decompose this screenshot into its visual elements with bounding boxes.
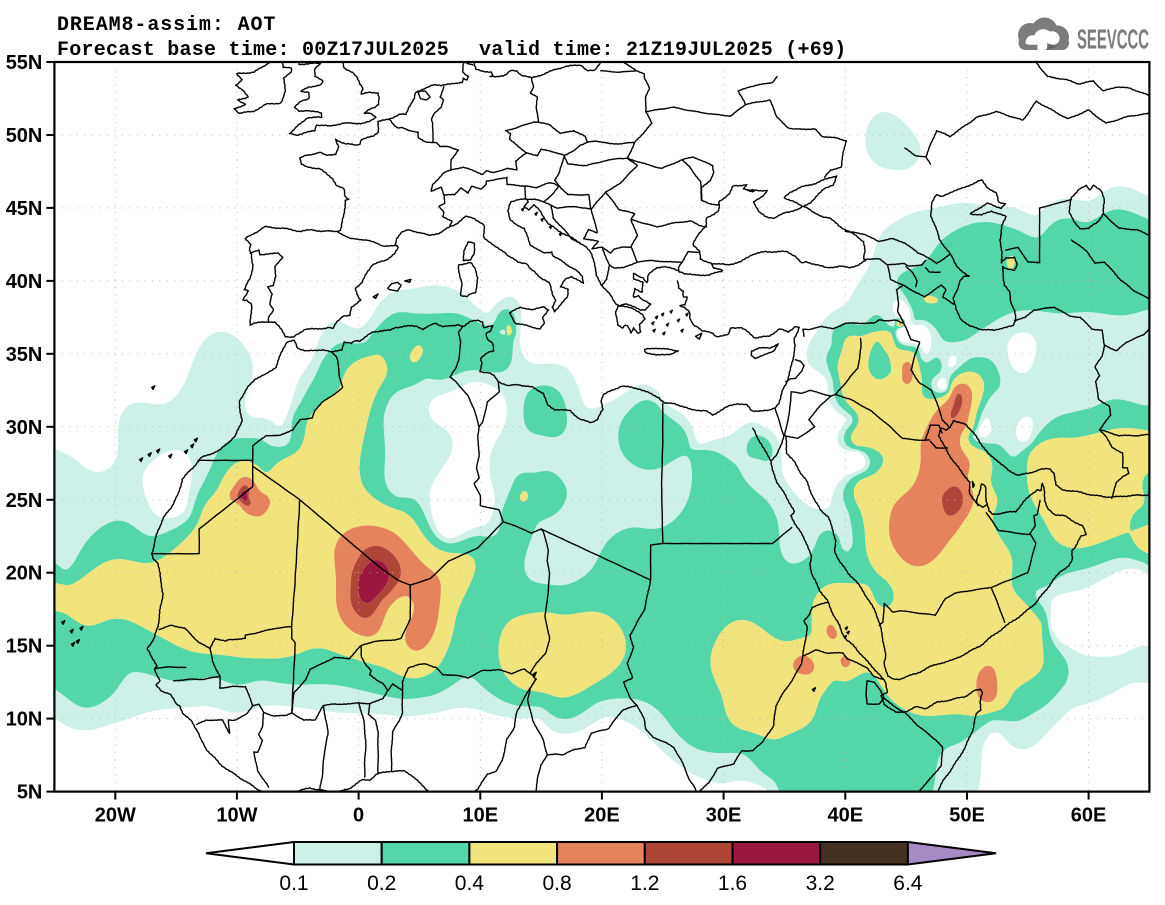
svg-text:10N: 10N bbox=[6, 709, 43, 731]
svg-text:0.4: 0.4 bbox=[455, 872, 485, 895]
svg-text:40N: 40N bbox=[6, 271, 43, 293]
svg-text:45N: 45N bbox=[6, 198, 43, 220]
svg-text:0: 0 bbox=[353, 805, 364, 827]
svg-text:10E: 10E bbox=[463, 805, 499, 827]
svg-text:SEEVCCC: SEEVCCC bbox=[1077, 24, 1149, 55]
svg-text:1.6: 1.6 bbox=[718, 872, 747, 895]
svg-text:DREAM8-assim: AOT: DREAM8-assim: AOT bbox=[57, 14, 276, 37]
svg-text:5N: 5N bbox=[17, 782, 43, 804]
svg-text:40E: 40E bbox=[828, 805, 864, 827]
svg-text:0.2: 0.2 bbox=[367, 872, 396, 895]
svg-text:60E: 60E bbox=[1071, 805, 1107, 827]
svg-text:15N: 15N bbox=[6, 636, 43, 658]
svg-text:1.2: 1.2 bbox=[630, 872, 659, 895]
svg-text:20W: 20W bbox=[95, 805, 136, 827]
svg-text:20N: 20N bbox=[6, 563, 43, 585]
svg-text:0.8: 0.8 bbox=[542, 872, 571, 895]
svg-text:50N: 50N bbox=[6, 125, 43, 147]
svg-text:35N: 35N bbox=[6, 344, 43, 366]
svg-text:Forecast base time: 00Z17JUL20: Forecast base time: 00Z17JUL2025 bbox=[57, 39, 449, 62]
svg-text:3.2: 3.2 bbox=[806, 872, 835, 895]
svg-text:30N: 30N bbox=[6, 417, 43, 439]
svg-text:0.1: 0.1 bbox=[279, 872, 308, 895]
svg-text:50E: 50E bbox=[949, 805, 985, 827]
svg-text:25N: 25N bbox=[6, 490, 43, 512]
svg-text:30E: 30E bbox=[706, 805, 742, 827]
svg-text:6.4: 6.4 bbox=[893, 872, 923, 895]
svg-text:20E: 20E bbox=[584, 805, 620, 827]
svg-text:55N: 55N bbox=[6, 52, 43, 74]
svg-text:10W: 10W bbox=[216, 805, 257, 827]
svg-text:valid time: 21Z19JUL2025 (+69): valid time: 21Z19JUL2025 (+69) bbox=[479, 39, 847, 62]
